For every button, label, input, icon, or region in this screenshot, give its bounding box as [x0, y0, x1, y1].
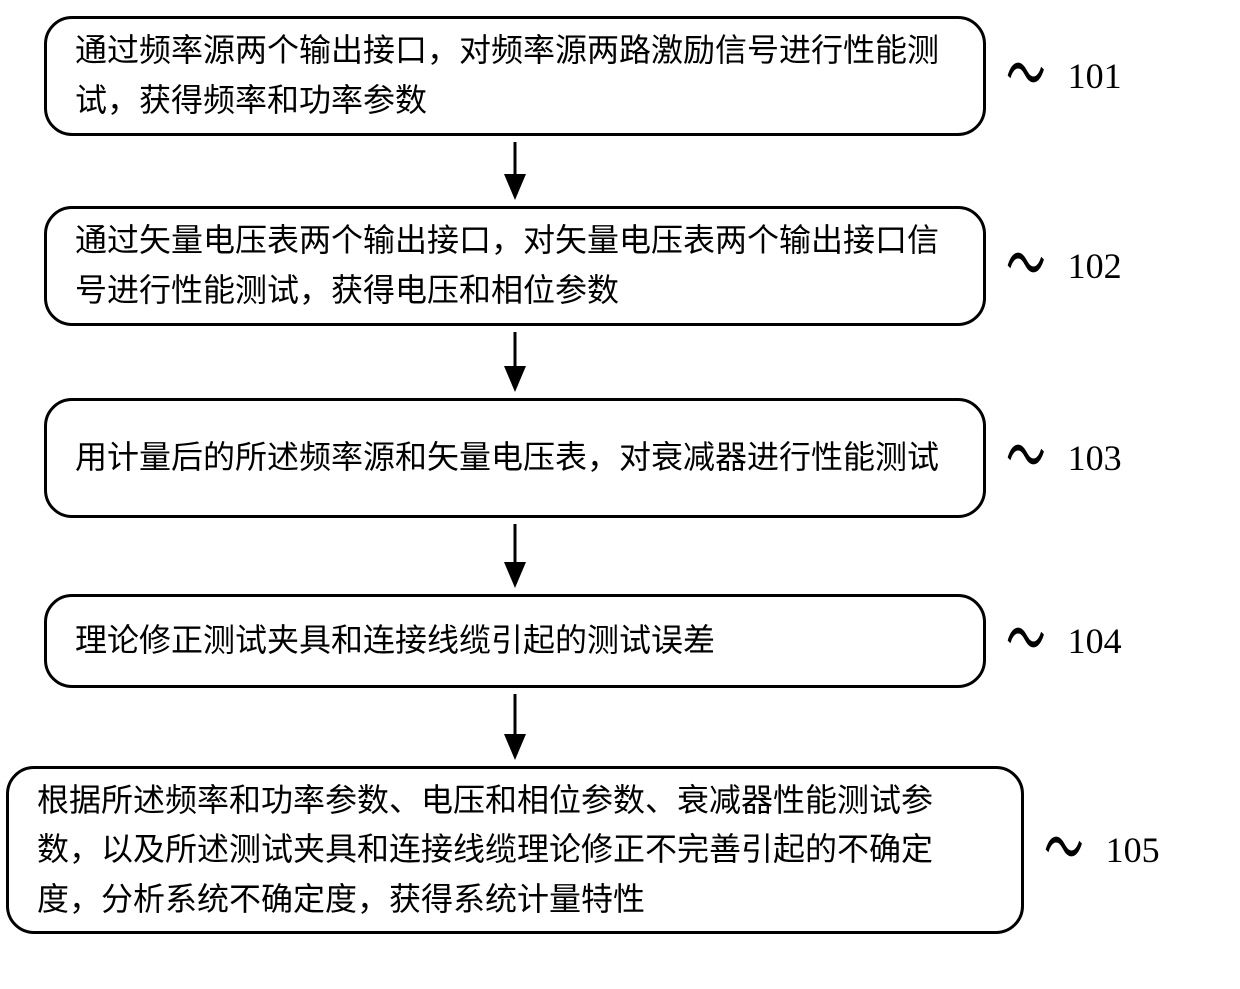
step-103-text: 用计量后的所述频率源和矢量电压表，对衰减器进行性能测试: [75, 433, 939, 483]
flowchart-canvas: 通过频率源两个输出接口，对频率源两路激励信号进行性能测试，获得频率和功率参数〜1…: [0, 0, 1240, 989]
step-105-connector: 〜: [1044, 814, 1084, 886]
step-101-connector: 〜: [1006, 40, 1046, 112]
step-101-number: 101: [1068, 55, 1122, 97]
step-104-number: 104: [1068, 620, 1122, 662]
step-105-text: 根据所述频率和功率参数、电压和相位参数、衰减器性能测试参数，以及所述测试夹具和连…: [37, 776, 993, 925]
step-105-number: 105: [1106, 829, 1160, 871]
step-103-box: 用计量后的所述频率源和矢量电压表，对衰减器进行性能测试: [44, 398, 986, 518]
step-105-box: 根据所述频率和功率参数、电压和相位参数、衰减器性能测试参数，以及所述测试夹具和连…: [6, 766, 1024, 934]
step-104-box: 理论修正测试夹具和连接线缆引起的测试误差: [44, 594, 986, 688]
step-102-connector: 〜: [1006, 230, 1046, 302]
step-102-number: 102: [1068, 245, 1122, 287]
step-101-text: 通过频率源两个输出接口，对频率源两路激励信号进行性能测试，获得频率和功率参数: [75, 26, 955, 125]
step-104-text: 理论修正测试夹具和连接线缆引起的测试误差: [75, 616, 715, 666]
arrow-step-104-to-step-105: [500, 694, 530, 760]
step-103-connector: 〜: [1006, 422, 1046, 494]
step-101-box: 通过频率源两个输出接口，对频率源两路激励信号进行性能测试，获得频率和功率参数: [44, 16, 986, 136]
step-104-connector: 〜: [1006, 605, 1046, 677]
step-102-text: 通过矢量电压表两个输出接口，对矢量电压表两个输出接口信号进行性能测试，获得电压和…: [75, 216, 955, 315]
step-102-box: 通过矢量电压表两个输出接口，对矢量电压表两个输出接口信号进行性能测试，获得电压和…: [44, 206, 986, 326]
arrow-step-103-to-step-104: [500, 524, 530, 588]
step-103-number: 103: [1068, 437, 1122, 479]
arrow-step-101-to-step-102: [500, 142, 530, 200]
arrow-step-102-to-step-103: [500, 332, 530, 392]
